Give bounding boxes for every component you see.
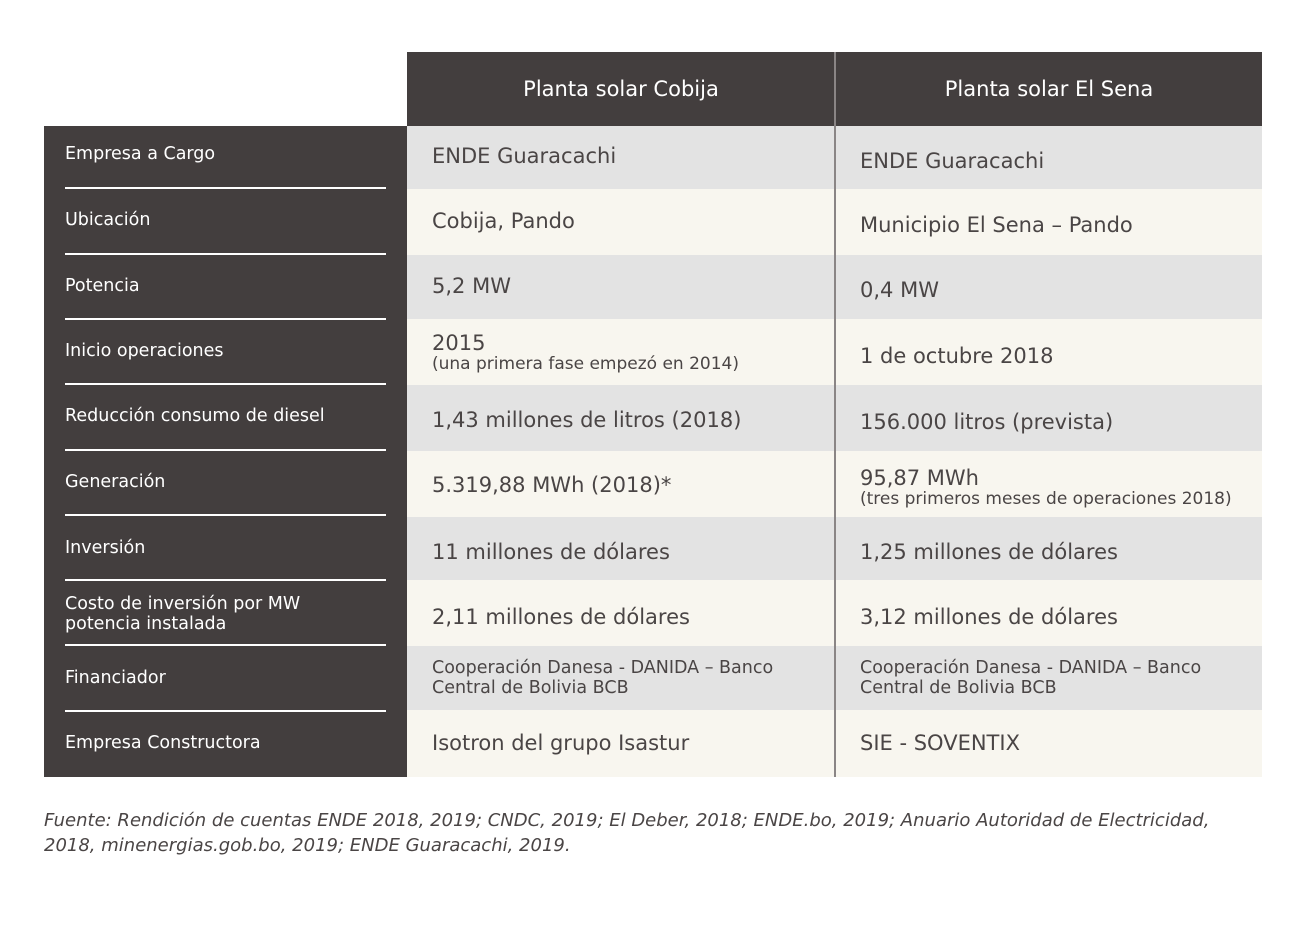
row-label: Empresa Constructora <box>65 733 261 753</box>
cell-cobija: 1,43 millones de litros (2018) <box>432 408 742 432</box>
row-label: Empresa a Cargo <box>65 144 216 164</box>
row-divider <box>65 710 386 712</box>
cell-el-sena: 95,87 MWh (tres primeros meses de operac… <box>860 459 1262 515</box>
column-divider <box>834 52 836 777</box>
row-divider <box>65 187 386 189</box>
row-label: Inicio operaciones <box>65 341 224 361</box>
cell-cobija: ENDE Guaracachi <box>432 143 617 168</box>
cell-el-sena: 3,12 millones de dólares <box>860 605 1118 629</box>
row-divider <box>65 579 386 581</box>
row-label: Generación <box>65 472 166 492</box>
row-divider <box>65 253 386 255</box>
row-divider <box>65 514 386 516</box>
source-note: Fuente: Rendición de cuentas ENDE 2018, … <box>44 810 1210 856</box>
cell-el-sena: SIE - SOVENTIX <box>860 731 1020 755</box>
column-header-cobija: Planta solar Cobija <box>407 52 835 126</box>
cell-el-sena: 1,25 millones de dólares <box>860 539 1118 564</box>
cell-el-sena: 156.000 litros (prevista) <box>860 410 1114 434</box>
row-label: Inversión <box>65 538 146 558</box>
row-label: Costo de inversión por MW potencia insta… <box>65 594 301 634</box>
column-header-el-sena: Planta solar El Sena <box>836 52 1262 126</box>
cell-footnote: (una primera fase empezó en 2014) <box>432 353 739 374</box>
row-divider <box>65 318 386 320</box>
cell-cobija: 11 millones de dólares <box>432 539 670 564</box>
cell-cobija: 5.319,88 MWh (2018)* <box>432 473 672 497</box>
row-label: Financiador <box>65 668 166 688</box>
row-label: Ubicación <box>65 210 151 230</box>
cell-cobija: 2,11 millones de dólares <box>432 605 690 629</box>
cell-cobija: 2015 (una primera fase empezó en 2014) <box>432 323 827 381</box>
row-divider <box>65 449 386 451</box>
cell-cobija: Cobija, Pando <box>432 209 575 233</box>
row-label: Potencia <box>65 276 140 296</box>
cell-el-sena: 1 de octubre 2018 <box>860 344 1054 368</box>
row-label-panel <box>44 126 407 777</box>
cell-cobija: Isotron del grupo Isastur <box>432 731 690 755</box>
cell-el-sena: ENDE Guaracachi <box>860 148 1045 173</box>
cell-footnote: (tres primeros meses de operaciones 2018… <box>860 488 1232 509</box>
cell-cobija: 5,2 MW <box>432 274 511 298</box>
cell-el-sena: Cooperación Danesa - DANIDA – Banco Cent… <box>860 658 1202 698</box>
cell-el-sena: 0,4 MW <box>860 278 939 302</box>
row-divider <box>65 383 386 385</box>
cell-el-sena: Municipio El Sena – Pando <box>860 213 1133 237</box>
row-divider <box>65 644 386 646</box>
cell-cobija: Cooperación Danesa - DANIDA – Banco Cent… <box>432 658 774 698</box>
row-label: Reducción consumo de diesel <box>65 406 325 426</box>
